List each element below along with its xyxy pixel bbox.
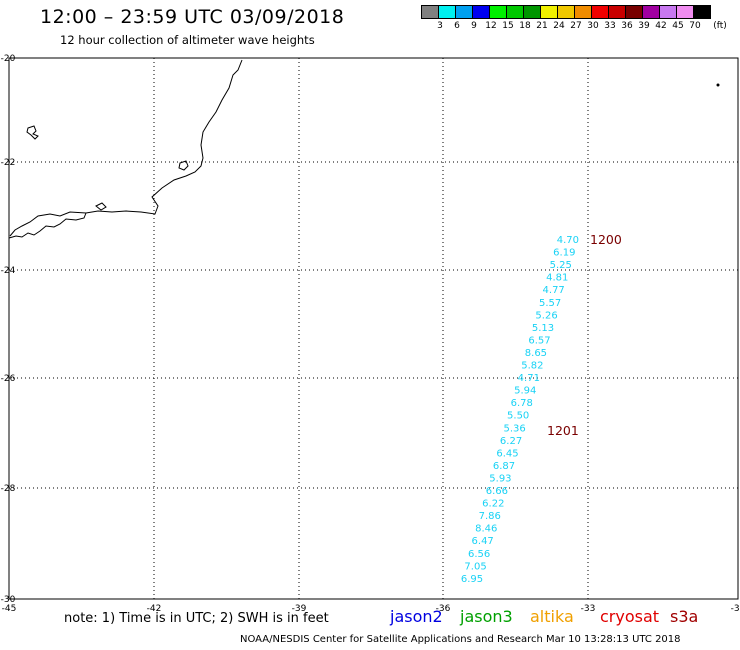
wave-height-value: 5.94: [514, 386, 536, 397]
wave-height-value: 5.50: [507, 411, 529, 422]
wave-height-value: 8.65: [525, 348, 547, 359]
legend-label: 42: [655, 21, 667, 31]
satellite-label-cryosat: cryosat: [600, 607, 660, 626]
wave-height-value: 5.82: [521, 361, 543, 372]
satellite-label-jason3: jason3: [460, 607, 513, 626]
x-tick-label: -30: [731, 604, 740, 614]
wave-height-value: 6.47: [472, 536, 494, 547]
y-tick-label: -20: [1, 54, 16, 64]
grid-lines: [9, 58, 738, 599]
legend-label: 18: [519, 21, 531, 31]
wave-height-value: 5.13: [532, 323, 554, 334]
island: [95, 202, 107, 211]
x-tick-label: -39: [292, 604, 307, 614]
wave-height-value: 6.95: [461, 574, 483, 585]
y-tick-label: -30: [1, 595, 16, 605]
wave-height-value: 6.45: [496, 448, 518, 459]
y-tick-label: -26: [1, 374, 16, 384]
wave-height-value: 4.77: [543, 285, 565, 296]
legend-label: 15: [502, 21, 514, 31]
y-axis-ticks: -20 -22 -24 -26 -28 -30: [1, 54, 16, 605]
wave-height-value: 6.19: [553, 248, 575, 259]
legend-label: 30: [587, 21, 599, 31]
legend-label: 36: [621, 21, 633, 31]
legend-swatches: [421, 5, 711, 19]
legend-label: 33: [604, 21, 616, 31]
island-dot: [716, 83, 720, 87]
track-time-label: 1201: [547, 423, 579, 438]
legend-label: 39: [638, 21, 650, 31]
x-tick-label: -42: [147, 604, 162, 614]
legend-labels: 3 6 9 12 15 18 21 24 27 30 33 36 39 42 45 70 (ft): [422, 19, 727, 33]
x-tick-label: -45: [2, 604, 17, 614]
wave-height-value: 4.70: [557, 235, 579, 246]
legend-label: 6: [454, 21, 460, 31]
color-legend: 3 6 9 12 15 18 21 24 27 30 33 36 39 42 45 70 (ft): [421, 5, 727, 33]
track-time-labels: 1200 1201: [547, 232, 622, 438]
coastline: [8, 59, 243, 239]
y-tick-label: -28: [1, 484, 16, 494]
satellite-label-altika: altika: [530, 607, 574, 626]
wave-height-value: 4.71: [518, 373, 540, 384]
x-axis-ticks: -45 -42 -39 -36 -33 -30: [2, 604, 740, 614]
satellite-label-s3a: s3a: [670, 607, 699, 626]
island: [26, 125, 39, 140]
altimeter-track: 4.70 6.195.25 4.814.77 5.575.26 5.136.57 8.65…: [461, 235, 579, 585]
y-tick-label: -24: [1, 266, 16, 276]
track-time-label: 1200: [590, 232, 622, 247]
legend-label: 70: [689, 21, 701, 31]
wave-height-value: 6.22: [482, 499, 504, 510]
map-title: 12:00 – 23:59 UTC 03/09/2018: [40, 6, 345, 28]
x-tick-label: -36: [436, 604, 451, 614]
x-tick-label: -33: [581, 604, 596, 614]
wave-height-value: 7.86: [479, 511, 501, 522]
legend-label: 3: [437, 21, 443, 31]
legend-label: 12: [485, 21, 497, 31]
wave-height-value: 5.93: [489, 473, 511, 484]
map-subtitle: 12 hour collection of altimeter wave hei…: [60, 33, 315, 47]
wave-height-value: 5.57: [539, 298, 561, 309]
wave-height-value: 6.27: [500, 436, 522, 447]
legend-label: 21: [536, 21, 548, 31]
wave-height-value: 5.25: [550, 260, 572, 271]
wave-height-value: 6.66: [486, 486, 508, 497]
wave-height-value: 4.81: [546, 273, 568, 284]
wave-height-value: 6.56: [468, 549, 490, 560]
island: [178, 160, 189, 171]
legend-label: 24: [553, 21, 565, 31]
y-tick-label: -22: [1, 158, 16, 168]
legend-label: 9: [471, 21, 477, 31]
wave-height-value: 6.78: [511, 398, 533, 409]
wave-height-value: 8.46: [475, 524, 497, 535]
legend-label: (ft): [713, 21, 727, 31]
note-text: note: 1) Time is in UTC; 2) SWH is in fe…: [64, 611, 329, 626]
wave-height-value: 5.26: [535, 310, 557, 321]
wave-height-value: 7.05: [464, 561, 486, 572]
legend-swatch: [693, 5, 711, 19]
wave-height-value: 5.36: [503, 423, 525, 434]
footer-credit: NOAA/NESDIS Center for Satellite Applica…: [240, 634, 681, 645]
map-frame: [8, 57, 739, 600]
satellite-label-jason2: jason2: [390, 607, 443, 626]
legend-label: 45: [672, 21, 684, 31]
wave-height-value: 6.87: [493, 461, 515, 472]
wave-height-value: 6.57: [528, 335, 550, 346]
legend-label: 27: [570, 21, 582, 31]
